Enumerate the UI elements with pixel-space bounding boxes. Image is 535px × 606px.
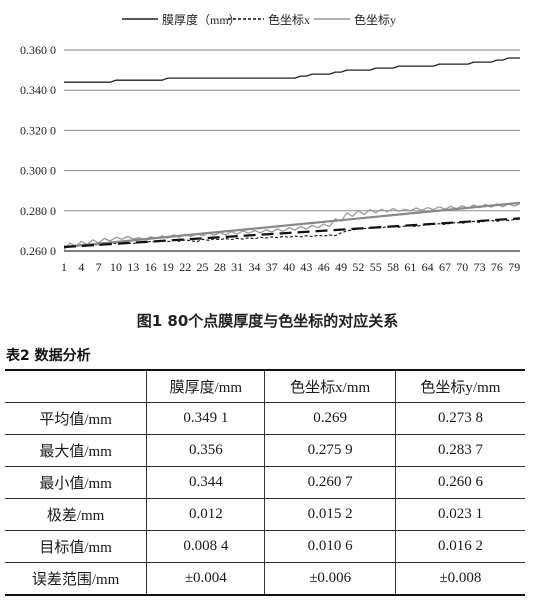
series-line [64, 57, 520, 83]
x-tick-label: 43 [300, 260, 312, 274]
legend-label: 色坐标y [354, 13, 396, 27]
legend-label: 色坐标x [268, 13, 310, 27]
x-tick-label: 19 [162, 260, 174, 274]
row-label: 误差范围/mm [5, 562, 148, 596]
x-tick-label: 55 [370, 260, 382, 274]
trendline [63, 217, 521, 249]
table-row: 误差范围/mm ±0.004 ±0.006 ±0.008 [5, 562, 525, 596]
table-row: 平均值/mm 0.349 1 0.269 0.273 8 [5, 402, 525, 435]
table-cell: 0.010 6 [264, 530, 396, 563]
row-label: 平均值/mm [5, 402, 148, 435]
table-cell: 0.016 2 [394, 530, 525, 563]
table-cell: 0.269 [264, 402, 396, 435]
legend-label: 膜厚度（mm） [162, 12, 241, 27]
y-tick-label: 0.340 0 [20, 83, 56, 97]
table-row: 最大值/mm 0.356 0.275 9 0.283 7 [5, 434, 525, 467]
y-tick-label: 0.300 0 [20, 164, 56, 178]
x-tick-label: 61 [404, 260, 416, 274]
x-tick-label: 13 [127, 260, 139, 274]
table-cell: 0.023 1 [394, 498, 525, 531]
series-line [63, 202, 521, 251]
x-tick-label: 67 [439, 260, 451, 274]
y-tick-label: 0.320 0 [20, 123, 56, 137]
table-cell: 0.275 9 [264, 434, 396, 467]
x-tick-label: 1 [61, 260, 67, 274]
table-cell: ±0.004 [146, 562, 266, 596]
x-tick-label: 79 [508, 260, 520, 274]
x-tick-label: 22 [179, 260, 191, 274]
table-cell: ±0.008 [394, 562, 525, 596]
x-tick-label: 31 [231, 260, 243, 274]
x-tick-label: 76 [491, 260, 503, 274]
line-chart: 0.260 0 0.280 0 0.300 0 0.320 0 0.340 0 0.360… [20, 12, 521, 274]
table-row: 最小值/mm 0.344 0.260 7 0.260 6 [5, 466, 525, 499]
y-tick-label: 0.260 0 [20, 244, 56, 258]
x-tick-label: 25 [197, 260, 209, 274]
x-tick-label: 73 [474, 260, 486, 274]
x-tick-label: 70 [456, 260, 468, 274]
x-tick-label: 58 [387, 260, 399, 274]
x-tick-label: 4 [78, 260, 84, 274]
data-table: 膜厚度/mm 色坐标x/mm 色坐标y/mm 平均值/mm 0.349 1 0.… [5, 369, 525, 596]
x-tick-label: 28 [214, 260, 226, 274]
row-label: 最小值/mm [5, 466, 148, 499]
x-tick-label: 49 [335, 260, 347, 274]
table-row: 目标值/mm 0.008 4 0.010 6 0.016 2 [5, 530, 525, 563]
figure-caption: 图1 80个点膜厚度与色坐标的对应关系 [136, 312, 399, 330]
header-cell: 膜厚度/mm [146, 369, 266, 403]
header-cell: 色坐标y/mm [394, 369, 525, 403]
table-title: 表2 数据分析 [6, 348, 91, 364]
table-cell: 0.260 7 [264, 466, 396, 499]
x-tick-label: 16 [145, 260, 157, 274]
row-label: 极差/mm [5, 498, 148, 531]
table-cell: 0.273 8 [394, 402, 525, 435]
header-cell [5, 369, 148, 403]
x-tick-label: 37 [266, 260, 278, 274]
x-tick-label: 40 [283, 260, 295, 274]
table-cell: 0.349 1 [146, 402, 266, 435]
table-cell: 0.344 [146, 466, 266, 499]
table-cell: 0.012 [146, 498, 266, 531]
table-cell: 0.008 4 [146, 530, 266, 563]
x-tick-label: 34 [248, 260, 260, 274]
y-tick-label: 0.360 0 [20, 43, 56, 57]
x-tick-label: 64 [422, 260, 434, 274]
x-tick-label: 10 [110, 260, 122, 274]
y-tick-label: 0.280 0 [20, 204, 56, 218]
table-cell: 0.356 [146, 434, 266, 467]
table-header-row: 膜厚度/mm 色坐标x/mm 色坐标y/mm [5, 369, 525, 403]
header-cell: 色坐标x/mm [264, 369, 396, 403]
x-tick-label: 46 [318, 260, 330, 274]
x-tick-label: 52 [352, 260, 364, 274]
table-row: 极差/mm 0.012 0.015 2 0.023 1 [5, 498, 525, 531]
table-cell: 0.260 6 [394, 466, 525, 499]
row-label: 最大值/mm [5, 434, 148, 467]
table-cell: 0.283 7 [394, 434, 525, 467]
table-cell: 0.015 2 [264, 498, 396, 531]
trendline [63, 201, 521, 249]
table-cell: ±0.006 [264, 562, 396, 596]
x-tick-label: 7 [96, 260, 102, 274]
row-label: 目标值/mm [5, 530, 148, 563]
